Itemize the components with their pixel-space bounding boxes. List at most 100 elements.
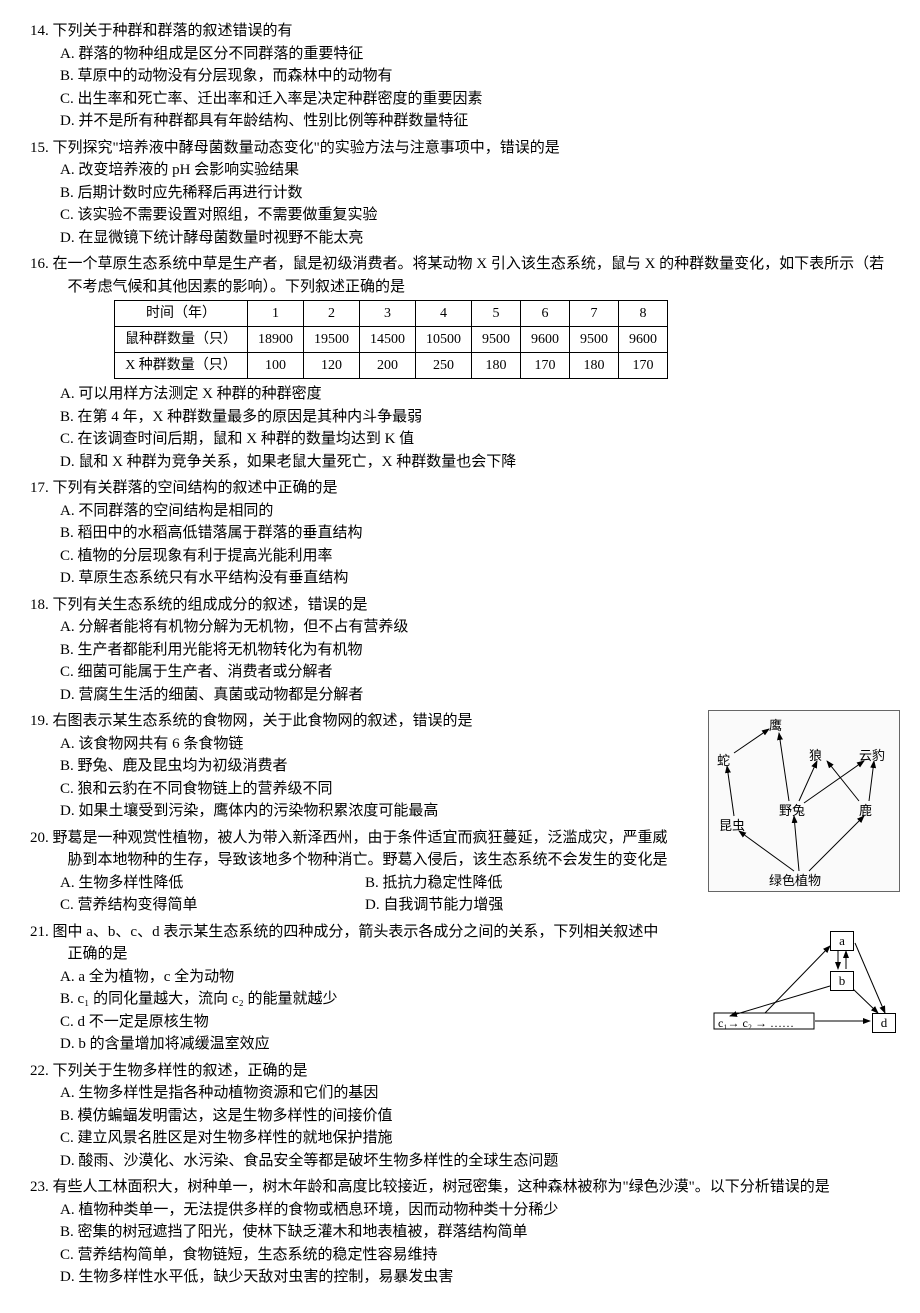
q14-opt-c: C. 出生率和死亡率、迁出率和迁入率是决定种群密度的重要因素 bbox=[30, 88, 890, 111]
cell: 8 bbox=[619, 301, 668, 327]
q22-opt-d: D. 酸雨、沙漠化、水污染、食品安全等都是破坏生物多样性的全球生态问题 bbox=[30, 1150, 890, 1173]
q19-opt-b: B. 野兔、鹿及昆虫均为初级消费者 bbox=[30, 755, 670, 778]
q22-opt-a: A. 生物多样性是指各种动植物资源和它们的基因 bbox=[30, 1082, 890, 1105]
cell: 9500 bbox=[472, 327, 521, 353]
food-web-figure: 鹰 蛇 狼 云豹 昆虫 野兔 鹿 绿色植物 bbox=[708, 710, 900, 892]
q19-text: 右图表示某生态系统的食物网，关于此食物网的叙述，错误的是 bbox=[53, 713, 473, 729]
q23-text: 有些人工林面积大，树种单一，树木年龄和高度比较接近，树冠密集，这种森林被称为"绿… bbox=[53, 1179, 830, 1195]
q17-opt-a: A. 不同群落的空间结构是相同的 bbox=[30, 500, 890, 523]
q20-opt-d: D. 自我调节能力增强 bbox=[365, 894, 670, 917]
q18-text: 下列有关生态系统的组成成分的叙述，错误的是 bbox=[53, 597, 368, 613]
question-16: 16. 在一个草原生态系统中草是生产者，鼠是初级消费者。将某动物 X 引入该生态… bbox=[30, 253, 890, 473]
box-a: a bbox=[830, 931, 854, 951]
cell: 时间（年） bbox=[115, 301, 248, 327]
question-21: 21. 图中 a、b、c、d 表示某生态系统的四种成分，箭头表示各成分之间的关系… bbox=[30, 921, 670, 1056]
q14-opt-a: A. 群落的物种组成是区分不同群落的重要特征 bbox=[30, 43, 890, 66]
q14-opt-b: B. 草原中的动物没有分层现象，而森林中的动物有 bbox=[30, 65, 890, 88]
q15-opt-a: A. 改变培养液的 pH 会影响实验结果 bbox=[30, 159, 890, 182]
q20-opt-b: B. 抵抗力稳定性降低 bbox=[365, 872, 670, 895]
cell: 3 bbox=[360, 301, 416, 327]
question-23: 23. 有些人工林面积大，树种单一，树木年龄和高度比较接近，树冠密集，这种森林被… bbox=[30, 1176, 890, 1289]
q16-text: 在一个草原生态系统中草是生产者，鼠是初级消费者。将某动物 X 引入该生态系统，鼠… bbox=[53, 256, 885, 295]
q15-stem: 15. 下列探究"培养液中酵母菌数量动态变化"的实验方法与注意事项中，错误的是 bbox=[30, 137, 890, 160]
q17-text: 下列有关群落的空间结构的叙述中正确的是 bbox=[53, 480, 338, 496]
cell: 10500 bbox=[416, 327, 472, 353]
cell: 9500 bbox=[570, 327, 619, 353]
q23-stem: 23. 有些人工林面积大，树种单一，树木年龄和高度比较接近，树冠密集，这种森林被… bbox=[30, 1176, 890, 1199]
q16-stem: 16. 在一个草原生态系统中草是生产者，鼠是初级消费者。将某动物 X 引入该生态… bbox=[30, 253, 890, 298]
q16-opt-b: B. 在第 4 年，X 种群数量最多的原因是其种内斗争最弱 bbox=[30, 406, 890, 429]
q21-opt-d: D. b 的含量增加将减缓温室效应 bbox=[30, 1033, 670, 1056]
q21-opt-b: B. c₁ 的同化量越大，流向 c₂ 的能量就越少 bbox=[30, 988, 670, 1011]
cell: 7 bbox=[570, 301, 619, 327]
q19-opt-d: D. 如果土壤受到污染，鹰体内的污染物积累浓度可能最高 bbox=[30, 800, 670, 823]
q14-text: 下列关于种群和群落的叙述错误的有 bbox=[53, 23, 293, 39]
q16-opt-d: D. 鼠和 X 种群为竞争关系，如果老鼠大量死亡，X 种群数量也会下降 bbox=[30, 451, 890, 474]
question-18: 18. 下列有关生态系统的组成成分的叙述，错误的是 A. 分解者能将有机物分解为… bbox=[30, 594, 890, 707]
q21-block: 21. 图中 a、b、c、d 表示某生态系统的四种成分，箭头表示各成分之间的关系… bbox=[30, 921, 890, 1056]
question-17: 17. 下列有关群落的空间结构的叙述中正确的是 A. 不同群落的空间结构是相同的… bbox=[30, 477, 890, 590]
node-rabbit: 野兔 bbox=[779, 801, 805, 821]
q14-num: 14. bbox=[30, 23, 49, 39]
q23-num: 23. bbox=[30, 1179, 49, 1195]
q15-text: 下列探究"培养液中酵母菌数量动态变化"的实验方法与注意事项中，错误的是 bbox=[53, 140, 560, 156]
q14-stem: 14. 下列关于种群和群落的叙述错误的有 bbox=[30, 20, 890, 43]
q15-num: 15. bbox=[30, 140, 49, 156]
q22-stem: 22. 下列关于生物多样性的叙述，正确的是 bbox=[30, 1060, 890, 1083]
cell: 1 bbox=[248, 301, 304, 327]
cell: 170 bbox=[521, 353, 570, 379]
cell: 5 bbox=[472, 301, 521, 327]
q20-num: 20. bbox=[30, 830, 49, 846]
q22-num: 22. bbox=[30, 1063, 49, 1079]
q21-text: 图中 a、b、c、d 表示某生态系统的四种成分，箭头表示各成分之间的关系，下列相… bbox=[53, 924, 659, 963]
q15-opt-b: B. 后期计数时应先稀释后再进行计数 bbox=[30, 182, 890, 205]
table-row-header: 时间（年） 1 2 3 4 5 6 7 8 bbox=[115, 301, 668, 327]
q19-q20-block: 19. 右图表示某生态系统的食物网，关于此食物网的叙述，错误的是 A. 该食物网… bbox=[30, 710, 890, 917]
q17-opt-d: D. 草原生态系统只有水平结构没有垂直结构 bbox=[30, 567, 890, 590]
question-20: 20. 野葛是一种观赏性植物，被人为带入新泽西州，由于条件适宜而疯狂蔓延，泛滥成… bbox=[30, 827, 670, 917]
node-insect: 昆虫 bbox=[719, 816, 745, 836]
q22-text: 下列关于生物多样性的叙述，正确的是 bbox=[53, 1063, 308, 1079]
table-row-x: X 种群数量（只） 100 120 200 250 180 170 180 17… bbox=[115, 353, 668, 379]
q21-opt-a: A. a 全为植物，c 全为动物 bbox=[30, 966, 670, 989]
box-d: d bbox=[872, 1013, 896, 1033]
cell: X 种群数量（只） bbox=[115, 353, 248, 379]
q15-opt-c: C. 该实验不需要设置对照组，不需要做重复实验 bbox=[30, 204, 890, 227]
cell: 鼠种群数量（只） bbox=[115, 327, 248, 353]
node-leopard: 云豹 bbox=[859, 746, 885, 766]
q21-opt-c: C. d 不一定是原核生物 bbox=[30, 1011, 670, 1034]
question-22: 22. 下列关于生物多样性的叙述，正确的是 A. 生物多样性是指各种动植物资源和… bbox=[30, 1060, 890, 1173]
cell: 250 bbox=[416, 353, 472, 379]
q18-opt-b: B. 生产者都能利用光能将无机物转化为有机物 bbox=[30, 639, 890, 662]
node-wolf: 狼 bbox=[809, 746, 822, 766]
q18-opt-d: D. 营腐生生活的细菌、真菌或动物都是分解者 bbox=[30, 684, 890, 707]
question-19: 19. 右图表示某生态系统的食物网，关于此食物网的叙述，错误的是 A. 该食物网… bbox=[30, 710, 670, 823]
q17-opt-b: B. 稻田中的水稻高低错落属于群落的垂直结构 bbox=[30, 522, 890, 545]
q22-opt-b: B. 模仿蝙蝠发明雷达，这是生物多样性的间接价值 bbox=[30, 1105, 890, 1128]
cell: 180 bbox=[570, 353, 619, 379]
q21-num: 21. bbox=[30, 924, 49, 940]
ecosystem-figure: a b d c₁→ c₂ → …… bbox=[710, 921, 900, 1041]
node-eagle: 鹰 bbox=[769, 716, 782, 736]
q23-opt-a: A. 植物种类单一，无法提供多样的食物或栖息环境，因而动物种类十分稀少 bbox=[30, 1199, 890, 1222]
q17-stem: 17. 下列有关群落的空间结构的叙述中正确的是 bbox=[30, 477, 890, 500]
q17-opt-c: C. 植物的分层现象有利于提高光能利用率 bbox=[30, 545, 890, 568]
q20-opts-row2: C. 营养结构变得简单 D. 自我调节能力增强 bbox=[30, 894, 670, 917]
q19-num: 19. bbox=[30, 713, 49, 729]
table-row-mouse: 鼠种群数量（只） 18900 19500 14500 10500 9500 96… bbox=[115, 327, 668, 353]
q20-opts-row1: A. 生物多样性降低 B. 抵抗力稳定性降低 bbox=[30, 872, 670, 895]
q20-stem: 20. 野葛是一种观赏性植物，被人为带入新泽西州，由于条件适宜而疯狂蔓延，泛滥成… bbox=[30, 827, 670, 872]
cell: 180 bbox=[472, 353, 521, 379]
q18-opt-a: A. 分解者能将有机物分解为无机物，但不占有营养级 bbox=[30, 616, 890, 639]
q16-opt-c: C. 在该调查时间后期，鼠和 X 种群的数量均达到 K 值 bbox=[30, 428, 890, 451]
q14-opt-d: D. 并不是所有种群都具有年龄结构、性别比例等种群数量特征 bbox=[30, 110, 890, 133]
cell: 2 bbox=[304, 301, 360, 327]
q23-opt-d: D. 生物多样性水平低，缺少天敌对虫害的控制，易暴发虫害 bbox=[30, 1266, 890, 1289]
q21-stem: 21. 图中 a、b、c、d 表示某生态系统的四种成分，箭头表示各成分之间的关系… bbox=[30, 921, 670, 966]
q20-text: 野葛是一种观赏性植物，被人为带入新泽西州，由于条件适宜而疯狂蔓延，泛滥成灾，严重… bbox=[53, 830, 668, 869]
q22-opt-c: C. 建立风景名胜区是对生物多样性的就地保护措施 bbox=[30, 1127, 890, 1150]
cell: 6 bbox=[521, 301, 570, 327]
cell: 14500 bbox=[360, 327, 416, 353]
cell: 200 bbox=[360, 353, 416, 379]
q19-stem: 19. 右图表示某生态系统的食物网，关于此食物网的叙述，错误的是 bbox=[30, 710, 670, 733]
